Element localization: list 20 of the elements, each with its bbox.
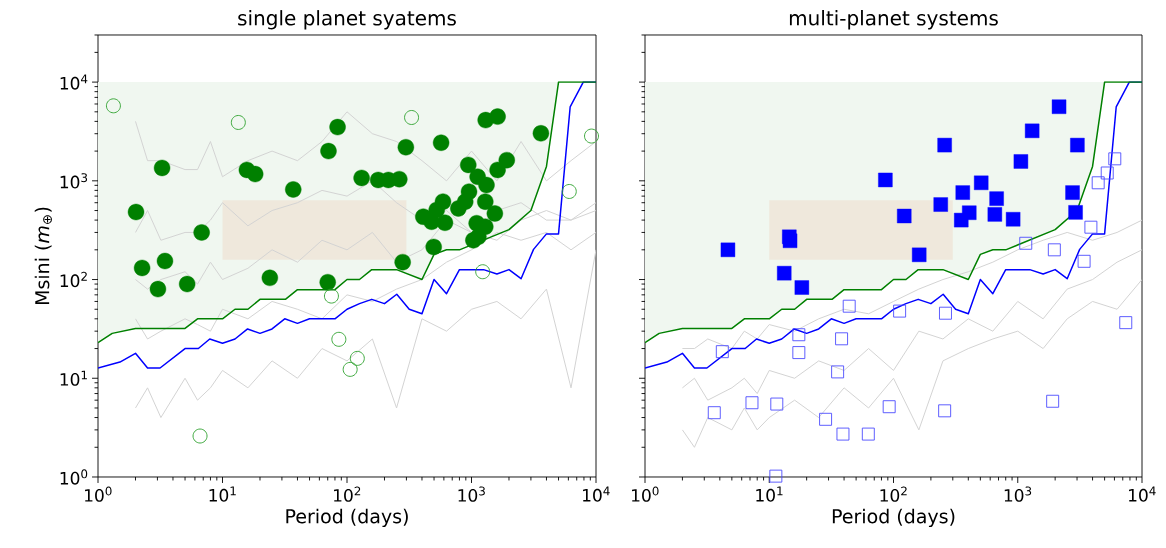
x-tick-label: 10$^{1}$ xyxy=(209,486,236,502)
x-tick-label: 10$^{1}$ xyxy=(756,486,783,502)
x-tick-label: 10$^{2}$ xyxy=(880,486,907,502)
x-tick-label: 10$^{4}$ xyxy=(1129,486,1156,502)
x-tick-label: 10$^{3}$ xyxy=(1004,486,1032,502)
y-tick-label: 10$^{2}$ xyxy=(60,271,87,288)
x-tick-label: 10$^{0}$ xyxy=(632,486,659,502)
x-tick-label: 10$^{4}$ xyxy=(583,486,610,502)
x-tick-label: 10$^{0}$ xyxy=(85,486,112,502)
x-tick-label: 10$^{2}$ xyxy=(334,486,361,502)
y-tick-label: 10$^{0}$ xyxy=(60,469,88,485)
y-tick-label: 10$^{1}$ xyxy=(60,370,87,386)
x-axis-title: Period (days) xyxy=(286,508,408,528)
chart-title: single planet syatems xyxy=(238,10,456,30)
y-axis-title: Msini (m$_{⊕}$) xyxy=(34,207,52,305)
y-tick-label: 10$^{3}$ xyxy=(60,173,88,189)
chart-title: multi-planet systems xyxy=(789,10,998,30)
x-tick-label: 10$^{3}$ xyxy=(458,486,485,502)
y-tick-label: 10$^{4}$ xyxy=(60,74,88,90)
x-axis-title: Period (days) xyxy=(832,508,955,528)
